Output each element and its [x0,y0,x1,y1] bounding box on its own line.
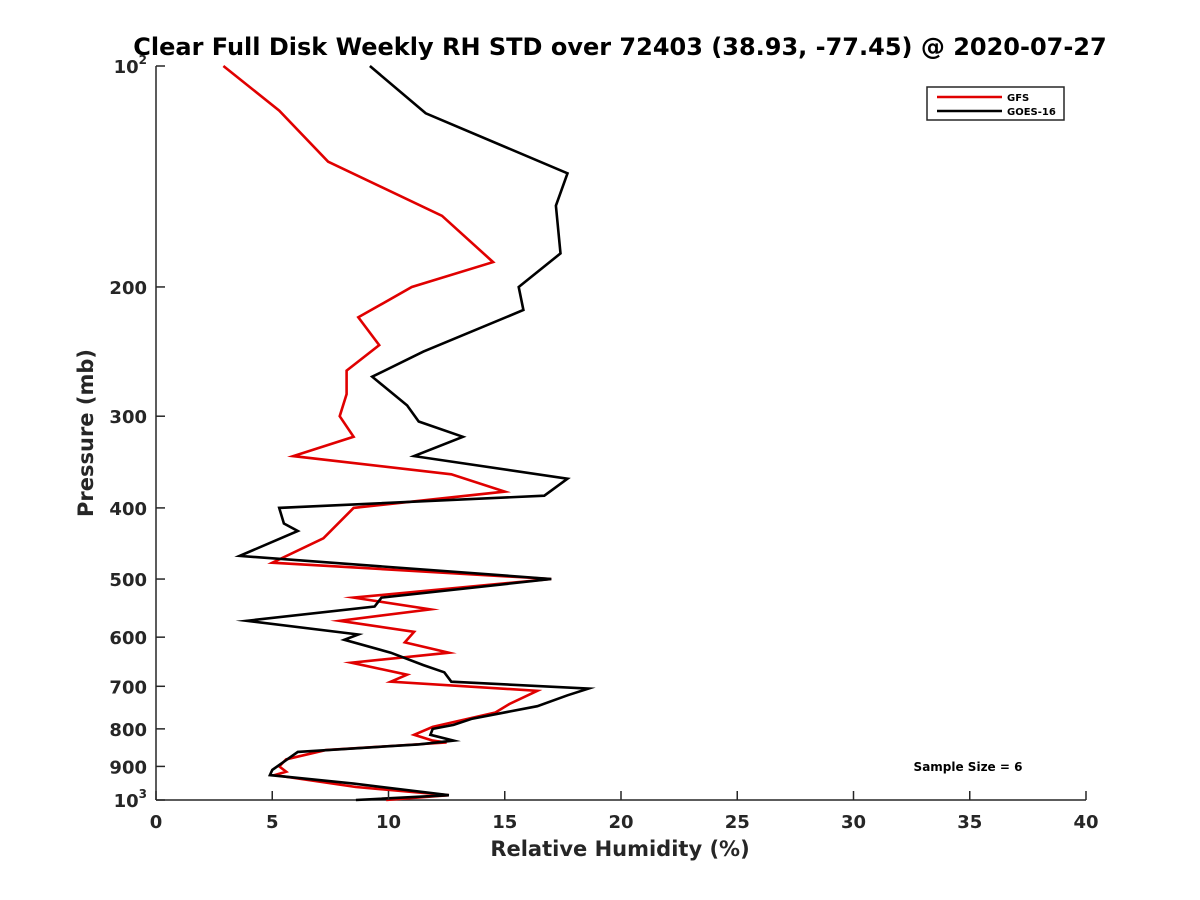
x-axis-label: Relative Humidity (%) [490,837,749,861]
y-tick-label: 200 [109,278,147,299]
chart-title: Clear Full Disk Weekly RH STD over 72403… [133,33,1106,61]
plot-area [155,66,1086,801]
x-tick-label: 20 [608,812,633,833]
sample-size-annotation: Sample Size = 6 [914,760,1023,774]
x-tick-label: 35 [957,812,982,833]
y-tick-label: 400 [109,499,147,520]
x-axis: 0 5 10 15 20 25 30 35 40 [150,791,1099,833]
series-line-goes-16 [234,65,596,802]
series-line-gfs [222,64,552,802]
y-tick-label: 700 [109,677,147,698]
x-tick-label: 0 [150,812,163,833]
legend-box [926,86,1065,121]
y-axis-label: Pressure (mb) [74,349,98,517]
series-layer [222,64,596,802]
legend: GFS GOES-16 [926,86,1065,121]
x-tick-label: 30 [841,812,866,833]
y-tick-label: 500 [109,570,147,591]
y-axis: 102 200 300 400 500 600 700 800 900 103 [109,53,165,812]
y-tick-label: 102 [114,53,147,78]
y-tick-label: 103 [114,787,147,812]
x-tick-label: 25 [725,812,750,833]
x-tick-label: 40 [1073,812,1098,833]
y-tick-label: 600 [109,628,147,649]
y-tick-label: 800 [109,720,147,741]
y-tick-label: 300 [109,407,147,428]
x-tick-label: 10 [376,812,401,833]
legend-label: GFS [1007,93,1029,104]
x-tick-label: 5 [266,812,279,833]
legend-label: GOES-16 [1007,107,1056,118]
y-tick-label: 900 [109,757,147,778]
x-tick-label: 15 [492,812,517,833]
